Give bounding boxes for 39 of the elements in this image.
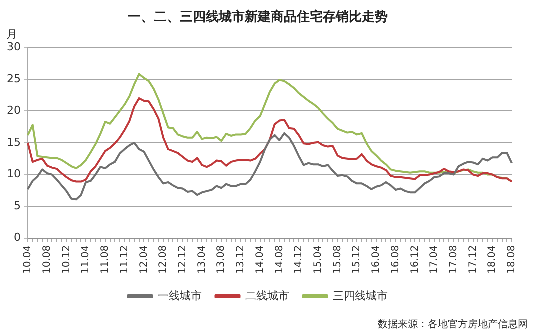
legend-label: 一线城市 [158, 289, 202, 302]
y-tick-label: 25 [6, 72, 21, 86]
x-tick-label: 17.08 [448, 245, 460, 274]
x-tick-label: 14.08 [274, 245, 286, 274]
x-tick-label: 15.08 [332, 245, 344, 274]
chart-title: 一、二、三四线城市新建商品住宅存销比走势 [128, 9, 388, 26]
x-tick-label: 16.04 [371, 245, 382, 274]
x-tick-label: 16.12 [410, 245, 421, 274]
x-tick-label: 15.12 [352, 245, 363, 274]
x-tick-label: 11.12 [119, 245, 130, 274]
x-tick-label: 12.04 [138, 245, 150, 274]
x-tick-label: 10.08 [42, 245, 53, 274]
x-tick-label: 13.04 [196, 245, 208, 274]
x-tick-label: 16.08 [390, 245, 402, 274]
x-tick-label: 18.04 [487, 245, 498, 274]
x-tick-label: 12.12 [177, 245, 188, 274]
x-tick-label: 11.04 [80, 245, 92, 274]
x-tick-label: 10.12 [61, 245, 72, 274]
x-tick-label: 14.12 [294, 245, 305, 274]
y-tick-label: 0 [14, 231, 21, 244]
x-tick-label: 12.08 [158, 245, 170, 274]
x-tick-label: 17.12 [468, 245, 479, 274]
x-tick-label: 13.12 [236, 245, 247, 274]
legend-label: 三四线城市 [332, 289, 388, 302]
y-tick-label: 5 [14, 199, 21, 212]
x-tick-label: 14.04 [254, 245, 266, 274]
y-tick-label: 20 [6, 104, 21, 118]
x-tick-label: 18.08 [506, 245, 518, 274]
y-tick-label: 10 [6, 168, 21, 181]
x-tick-label: 10.04 [22, 245, 34, 274]
legend-label: 二线城市 [245, 289, 290, 302]
y-axis-title: 月 [6, 28, 18, 41]
x-tick-label: 15.04 [312, 245, 324, 274]
x-tick-label: 17.04 [429, 245, 440, 274]
x-tick-label: 13.08 [216, 245, 228, 274]
y-tick-label: 15 [6, 136, 21, 149]
y-tick-label: 30 [6, 40, 21, 54]
x-tick-label: 11.08 [100, 245, 112, 274]
source-note: 数据来源：各地官方房地产信息网 [378, 318, 528, 331]
